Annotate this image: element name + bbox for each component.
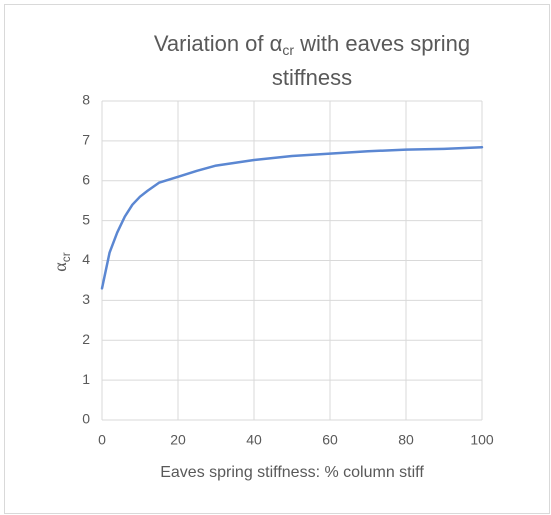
y-tick-label: 4	[82, 251, 90, 267]
x-tick-label: 0	[98, 432, 106, 448]
title-part: with eaves spring	[294, 31, 470, 56]
y-tick-label: 3	[82, 291, 90, 307]
y-tick-label: 1	[82, 371, 90, 387]
title-part: Variation of α	[154, 31, 283, 56]
y-axis-label: αcr	[50, 252, 73, 271]
x-tick-label: 80	[398, 432, 414, 448]
y-tick-label: 7	[82, 132, 90, 148]
chart-border	[4, 4, 550, 514]
x-tick-label: 60	[322, 432, 338, 448]
y-tick-label: 0	[82, 411, 90, 427]
y-label-symbol: α	[50, 262, 70, 272]
y-tick-label: 8	[82, 92, 90, 108]
y-label-subscript: cr	[59, 252, 73, 262]
chart-title-line2: stiffness	[272, 65, 352, 90]
y-tick-label: 6	[82, 171, 90, 187]
y-tick-label: 2	[82, 331, 90, 347]
chart-title: Variation of αcr with eaves spring	[154, 31, 470, 58]
data-line	[100, 146, 484, 290]
x-axis-label: Eaves spring stiffness: % column stiff	[160, 464, 424, 481]
x-tick-label: 100	[470, 432, 494, 448]
x-tick-label: 40	[246, 432, 262, 448]
y-tick-label: 5	[82, 211, 90, 227]
title-subscript: cr	[282, 42, 294, 58]
x-tick-label: 20	[170, 432, 186, 448]
